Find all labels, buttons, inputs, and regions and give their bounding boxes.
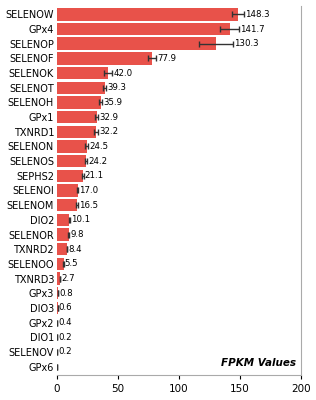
Bar [57,8,238,20]
Text: 24.2: 24.2 [88,157,107,166]
Text: 32.9: 32.9 [99,113,118,122]
Text: 39.3: 39.3 [107,83,126,92]
Text: 130.3: 130.3 [234,39,258,48]
Bar [57,302,58,314]
Bar [57,228,69,241]
Bar [57,155,86,167]
Bar [57,96,100,109]
Bar [57,140,87,153]
Text: 24.5: 24.5 [89,142,108,151]
Text: 17.0: 17.0 [79,186,99,195]
Bar [57,111,97,123]
Text: 0.6: 0.6 [58,304,72,312]
Text: 0.2: 0.2 [58,333,72,342]
Text: 8.4: 8.4 [68,245,82,254]
Text: 32.2: 32.2 [99,127,118,136]
Bar [57,287,58,300]
Text: 16.5: 16.5 [79,201,98,210]
Bar [57,126,96,138]
Text: 10.1: 10.1 [71,215,90,224]
Bar [57,214,69,226]
Bar [57,23,229,35]
Text: 9.8: 9.8 [70,230,84,239]
Text: 0.4: 0.4 [58,318,72,327]
Text: 21.1: 21.1 [84,171,104,180]
Bar [57,272,60,285]
Text: 148.3: 148.3 [245,10,269,19]
Text: 5.5: 5.5 [65,259,78,268]
Bar [57,67,108,79]
Text: 0.8: 0.8 [59,289,72,298]
Text: 77.9: 77.9 [157,54,176,63]
Text: 35.9: 35.9 [103,98,122,107]
Bar [57,38,216,50]
Text: FPKM Values: FPKM Values [221,358,296,368]
Bar [57,184,77,197]
Bar [57,258,64,270]
Bar [57,170,82,182]
Text: 2.7: 2.7 [61,274,75,283]
Bar [57,82,105,94]
Text: 141.7: 141.7 [240,24,265,34]
Bar [57,52,152,65]
Text: 0.2: 0.2 [58,348,72,356]
Bar [57,199,77,212]
Bar [57,243,67,256]
Text: 42.0: 42.0 [113,68,132,78]
